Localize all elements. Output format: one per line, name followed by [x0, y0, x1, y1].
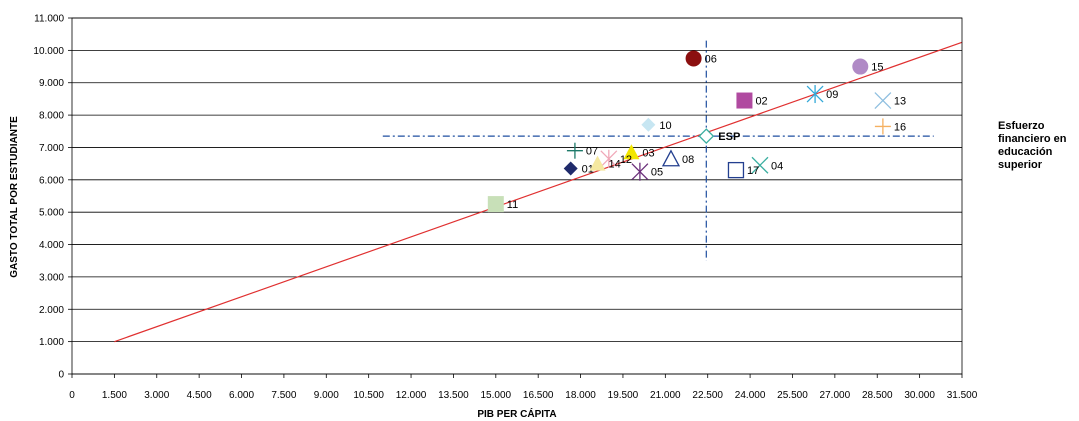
x-tick-label: 30.000 — [904, 390, 935, 401]
marker-shape — [727, 161, 745, 179]
data-point-label: 15 — [871, 62, 883, 74]
y-tick-label: 3.000 — [39, 272, 64, 283]
data-point-label: 04 — [771, 160, 783, 172]
data-point-12 — [600, 149, 618, 168]
y-tick-label: 8.000 — [39, 111, 64, 122]
data-point-10 — [641, 117, 656, 132]
data-point-17 — [727, 161, 745, 179]
data-point-15 — [852, 58, 869, 75]
data-point-label: 06 — [705, 53, 717, 65]
data-point-label: 11 — [507, 199, 518, 211]
marker-shape — [698, 128, 715, 145]
data-point-label: 03 — [642, 147, 654, 159]
reference-lines — [382, 40, 934, 261]
y-tick-label: 9.000 — [39, 78, 64, 89]
x-tick-label: 27.000 — [820, 390, 851, 401]
gridlines — [72, 17, 962, 375]
marker-shape — [623, 144, 640, 160]
x-tick-label: 7.500 — [271, 390, 296, 401]
x-tick-label: 12.000 — [396, 390, 427, 401]
x-tick-label: 25.500 — [777, 390, 808, 401]
data-point-label: 16 — [894, 121, 906, 133]
data-point-label: 05 — [651, 167, 663, 179]
data-point-11 — [487, 196, 504, 213]
y-tick-label: 0 — [58, 370, 64, 381]
data-point-02 — [736, 92, 753, 109]
data-point-09 — [806, 85, 824, 104]
trend-line — [114, 41, 963, 343]
data-point-label: 02 — [755, 96, 767, 108]
axes — [68, 17, 963, 378]
data-point-05 — [631, 162, 649, 181]
y-tick-label: 10.000 — [33, 46, 64, 57]
tick-labels: 0 1.000 2.000 3.000 4.000 5.000 6.000 7.000 8.00… — [33, 14, 977, 402]
marker-shape — [874, 92, 892, 109]
y-tick-label: 2.000 — [39, 305, 64, 316]
y-tick-label: 5.000 — [39, 208, 64, 219]
data-point-label: 17 — [747, 165, 759, 177]
data-point-07 — [566, 142, 583, 159]
data-point-label: 01 — [582, 163, 594, 175]
x-tick-label: 24.000 — [735, 390, 766, 401]
data-point-03 — [623, 144, 640, 160]
data-point-label: 08 — [682, 154, 694, 166]
x-tick-label: 15.000 — [481, 390, 512, 401]
data-point-13 — [874, 92, 892, 109]
x-tick-label: 6.000 — [229, 390, 254, 401]
x-tick-label: 13.500 — [438, 390, 469, 401]
marker-shape — [852, 58, 869, 75]
marker-shape — [487, 196, 504, 213]
y-tick-label: 1.000 — [39, 337, 64, 348]
x-tick-label: 28.500 — [862, 390, 893, 401]
data-point-label: 12 — [620, 154, 632, 166]
x-tick-label: 18.000 — [565, 390, 596, 401]
x-tick-label: 0 — [69, 390, 75, 401]
data-points: 01 02 03 04 05 06 07 08 09 10 11 12 13 14 15 16 17 ESP — [487, 50, 906, 213]
y-tick-label: 4.000 — [39, 240, 64, 251]
x-tick-label: 16.500 — [523, 390, 554, 401]
data-point-label: 09 — [826, 89, 838, 101]
data-point-label: 10 — [659, 120, 671, 132]
data-point-04 — [751, 156, 769, 174]
data-point-14 — [589, 155, 606, 171]
x-tick-label: 31.500 — [947, 390, 978, 401]
x-tick-label: 19.500 — [608, 390, 639, 401]
y-tick-label: 7.000 — [39, 143, 64, 154]
marker-shape — [685, 50, 702, 67]
y-tick-label: 6.000 — [39, 175, 64, 186]
x-tick-label: 21.000 — [650, 390, 681, 401]
marker-shape — [563, 161, 578, 176]
marker-shape — [736, 92, 753, 109]
legend-text: Esfuerzo financiero en educación superio… — [998, 120, 1067, 171]
plot-border — [71, 17, 963, 375]
data-point-label: 14 — [609, 159, 621, 171]
x-tick-label: 9.000 — [314, 390, 339, 401]
marker-shape — [589, 155, 606, 171]
data-point-08 — [661, 149, 681, 167]
trend-line-segment — [114, 41, 963, 343]
x-tick-label: 3.000 — [144, 390, 169, 401]
marker-shape — [751, 156, 769, 174]
marker-shape — [641, 117, 656, 132]
x-tick-label: 1.500 — [102, 390, 127, 401]
data-point-01 — [563, 161, 578, 176]
data-point-06 — [685, 50, 702, 67]
x-tick-label: 22.500 — [692, 390, 723, 401]
y-tick-label: 11.000 — [34, 14, 64, 25]
x-tick-label: 4.500 — [187, 390, 212, 401]
data-point-label: 07 — [586, 146, 598, 158]
data-point-label: 13 — [894, 96, 906, 108]
x-axis-title: PIB PER CÁPITA — [477, 407, 556, 420]
reference-point-esp — [698, 128, 715, 145]
x-tick-label: 10.500 — [353, 390, 384, 401]
y-axis-title: GASTO TOTAL POR ESTUDIANTE — [9, 116, 20, 278]
data-point-16 — [874, 118, 891, 135]
reference-point-label: ESP — [718, 131, 740, 143]
marker-shape — [661, 149, 681, 167]
